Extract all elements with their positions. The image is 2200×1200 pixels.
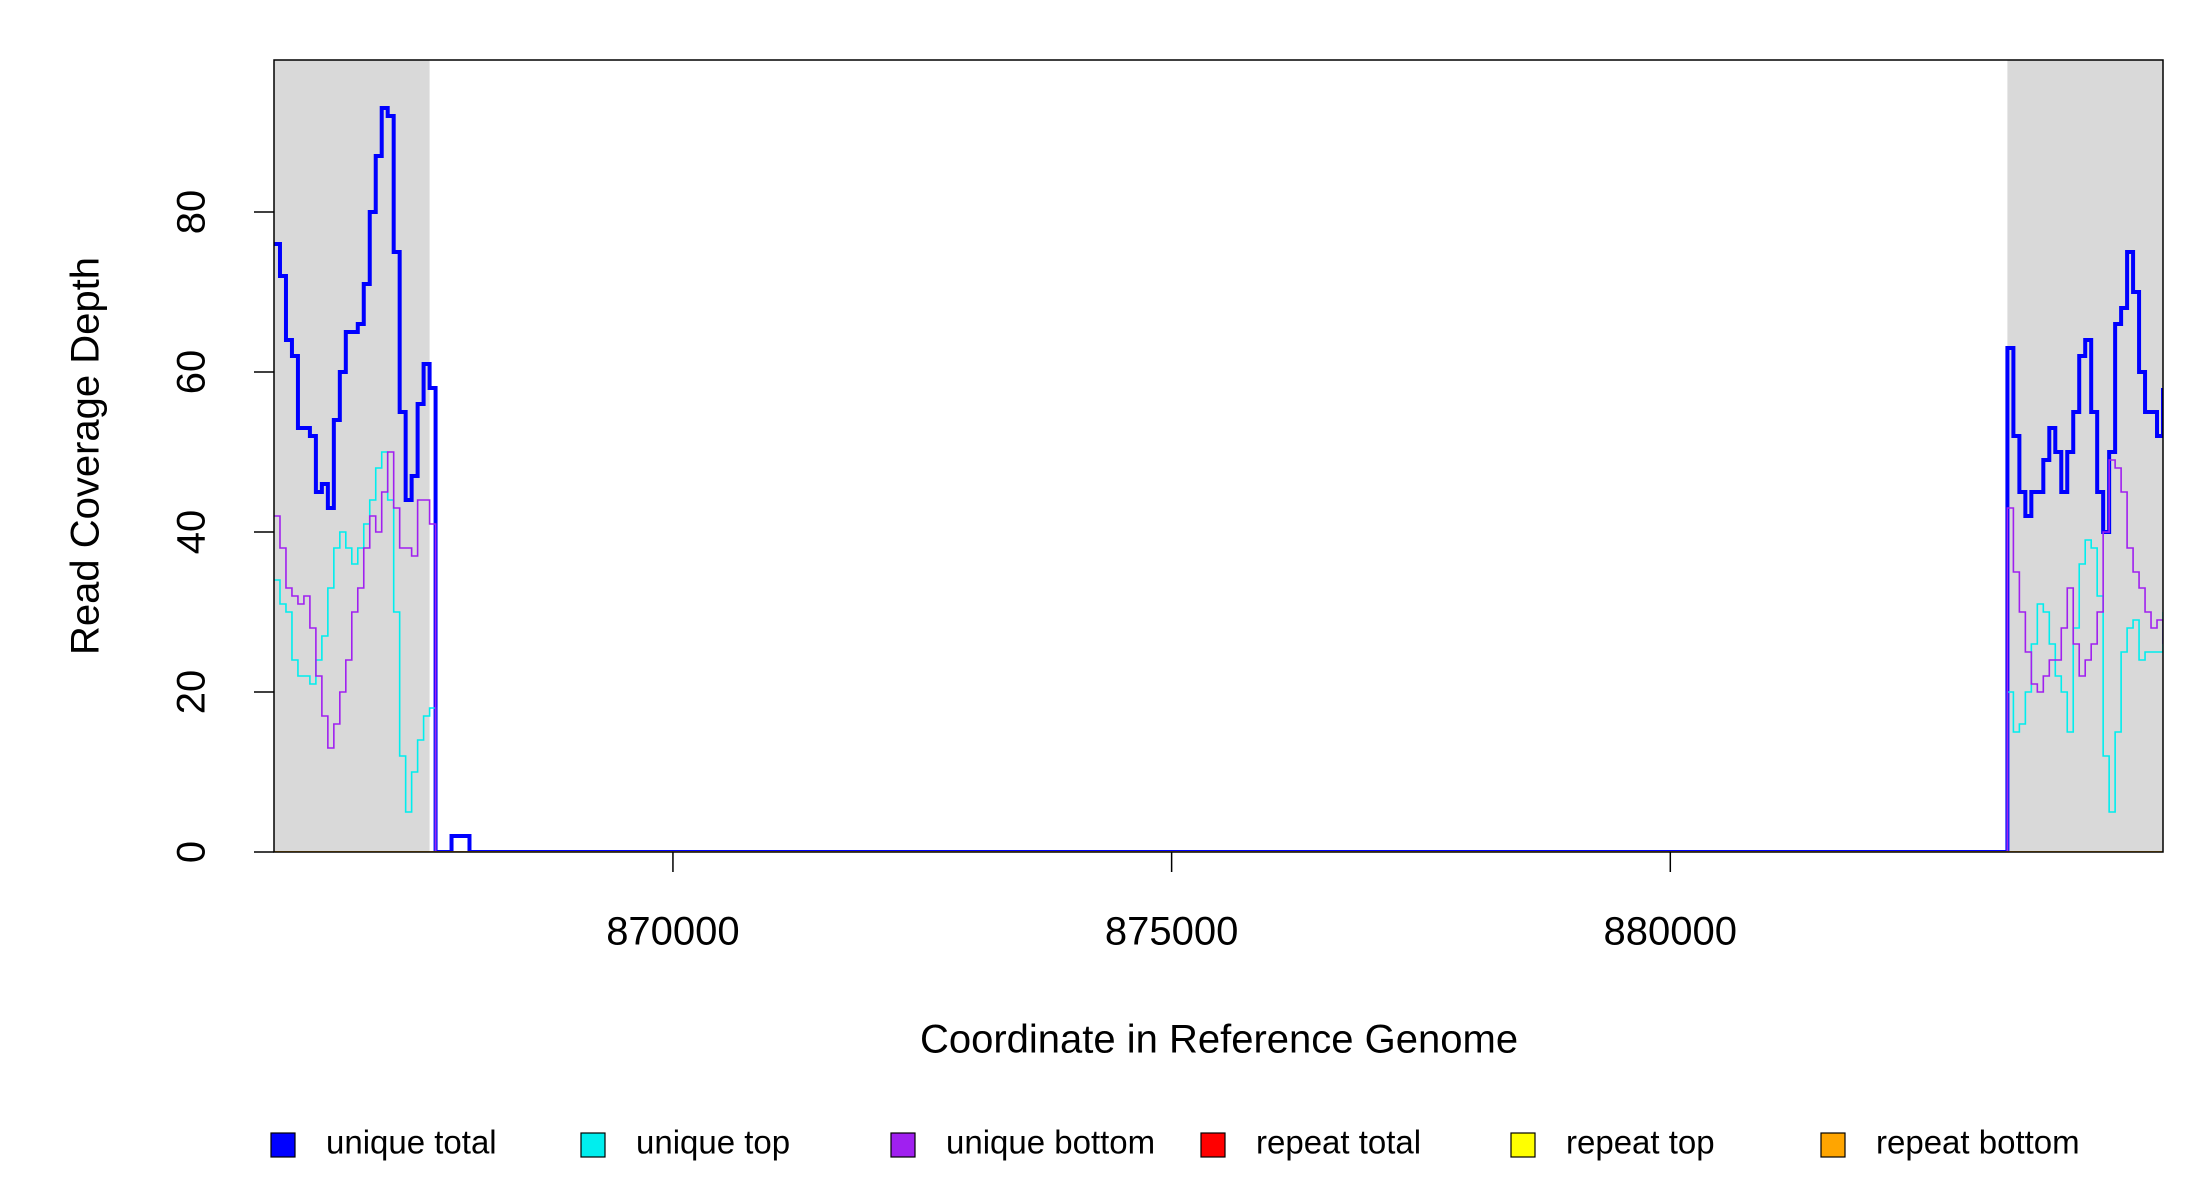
y-tick-label: 40 <box>170 510 214 555</box>
x-tick-label: 870000 <box>606 910 739 954</box>
legend-label: unique bottom <box>946 1124 1155 1161</box>
y-axis-label: Read Coverage Depth <box>64 257 108 655</box>
legend-swatch <box>1510 1132 1536 1158</box>
legend-swatch <box>270 1132 296 1158</box>
legend-swatch <box>1200 1132 1226 1158</box>
lines-layer <box>274 106 2163 852</box>
coverage-line <box>274 451 2163 852</box>
x-tick-label: 880000 <box>1604 910 1737 954</box>
legend-label: unique total <box>326 1124 497 1161</box>
coverage-line <box>274 451 2163 852</box>
coverage-line <box>274 106 2163 852</box>
y-tick-label: 80 <box>170 190 214 235</box>
legend-label: repeat top <box>1566 1124 1715 1161</box>
legend-label: repeat total <box>1256 1124 1421 1161</box>
shaded-region <box>2007 60 2163 852</box>
plot-frame <box>273 59 2164 853</box>
legend-label: unique top <box>636 1124 790 1161</box>
x-tick-label: 875000 <box>1105 910 1238 954</box>
shade-layer <box>274 60 2163 852</box>
y-tick-label: 0 <box>170 841 214 863</box>
y-tick-label: 60 <box>170 350 214 395</box>
legend-swatch <box>580 1132 606 1158</box>
legend-swatch <box>890 1132 916 1158</box>
x-axis-label: Coordinate in Reference Genome <box>920 1018 1518 1062</box>
legend-label: repeat bottom <box>1876 1124 2080 1161</box>
legend-swatch <box>1820 1132 1846 1158</box>
y-tick-label: 20 <box>170 670 214 715</box>
